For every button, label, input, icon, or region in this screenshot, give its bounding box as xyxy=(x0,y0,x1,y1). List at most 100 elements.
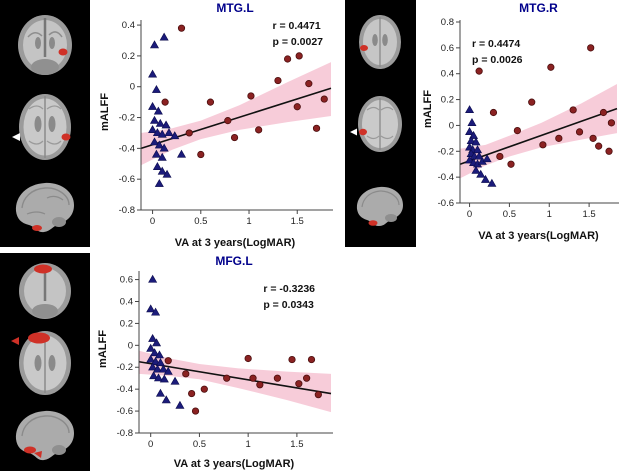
x-tick-label: 1 xyxy=(246,439,251,450)
p-value: p = 0.0026 xyxy=(472,54,523,67)
scatter-point-circle xyxy=(496,152,504,161)
scatter-point-circle xyxy=(547,63,555,71)
scatter-point-circle xyxy=(293,103,301,111)
y-tick-label: 0.4 xyxy=(120,296,133,307)
x-tick-label: 1.5 xyxy=(291,216,304,227)
scatter-point-triangle xyxy=(471,165,481,174)
brain-slice-axial xyxy=(359,15,401,69)
y-tick-label: -0.4 xyxy=(119,143,135,154)
y-tick-label: -0.2 xyxy=(117,362,133,373)
chart-mtg-r: MTG.R r = 0.4474 p = 0.0026 mALFF 0 0.5 1 1… xyxy=(420,0,627,243)
x-tick-label: 0.5 xyxy=(194,216,207,227)
scatter-point-circle xyxy=(230,133,239,142)
r-value: r = 0.4474 xyxy=(472,38,521,50)
y-tick-label: -0.6 xyxy=(119,174,135,185)
scatter-point-triangle xyxy=(480,174,491,183)
scatter-point-triangle xyxy=(157,166,167,175)
scatter-point-triangle xyxy=(152,162,162,170)
scatter-point-circle xyxy=(605,147,613,155)
scatter-point-triangle xyxy=(471,137,481,146)
scatter-point-triangle xyxy=(155,388,165,397)
scatter-point-triangle xyxy=(149,40,160,49)
scatter-point-triangle xyxy=(162,169,172,178)
brain-strip-svg xyxy=(345,0,416,247)
y-tick-label: 0.2 xyxy=(441,95,454,106)
brain-slice-sagittal xyxy=(15,410,74,461)
activation-spot xyxy=(58,48,68,56)
scatter-point-triangle xyxy=(482,154,492,163)
scatter-point-circle xyxy=(206,98,215,106)
scatter-point-circle xyxy=(273,374,281,382)
brain-strip-svg xyxy=(0,0,90,247)
scatter-plot-mtg-r: 0 0.5 1 1.5 -0.6 -0.4 -0.2 0 0.2 0.4 0.6 0.8 xyxy=(438,17,619,220)
chart-title: MTG.R xyxy=(519,1,558,15)
scatter-point-triangle xyxy=(164,128,174,137)
r-value: r = 0.4471 xyxy=(272,20,321,32)
scatter-point-triangle xyxy=(148,274,158,283)
pointer-arrow xyxy=(350,128,357,136)
scatter-point-triangle xyxy=(151,356,161,365)
x-tick-label: 0 xyxy=(148,439,153,450)
scatter-point-circle xyxy=(247,92,255,100)
scatter-point-circle xyxy=(255,126,263,134)
scatter-point-circle xyxy=(177,24,186,32)
pointer-arrow xyxy=(11,337,19,345)
scatter-point-triangle xyxy=(146,354,156,363)
activation-spot xyxy=(28,332,50,344)
activation-spot xyxy=(368,220,378,226)
scatter-point-triangle xyxy=(469,130,479,139)
scatter-point-triangle xyxy=(150,348,160,357)
scatter-point-circle xyxy=(161,98,169,106)
scatter-point-circle xyxy=(595,142,603,150)
scatter-point-triangle xyxy=(151,149,161,158)
scatter-point-triangle xyxy=(149,115,160,124)
scatter-point-triangle xyxy=(149,137,160,146)
scatter-point-triangle xyxy=(153,364,163,373)
x-axis-label: VA at 3 years(LogMAR) xyxy=(173,458,295,470)
scatter-point-triangle xyxy=(151,307,161,316)
y-tick-label: 0 xyxy=(449,120,454,131)
brain-panel-mtg-r xyxy=(345,0,416,247)
scatter-point-triangle xyxy=(467,118,477,126)
scatter-point-circle xyxy=(283,55,292,63)
scatter-point-circle xyxy=(197,150,205,159)
scatter-point-triangle xyxy=(465,127,475,135)
scatter-point-triangle xyxy=(476,169,486,178)
scatter-point-triangle xyxy=(175,400,185,409)
brain-panel-mfg-l xyxy=(0,253,90,471)
scatter-point-circle xyxy=(274,76,282,85)
scatter-point-triangle xyxy=(163,366,173,375)
scatter-point-triangle xyxy=(159,32,169,41)
scatter-point-triangle xyxy=(474,151,484,160)
scatter-point-circle xyxy=(589,134,597,142)
regression-line xyxy=(138,360,332,395)
scatter-point-circle xyxy=(223,374,231,382)
scatter-point-circle xyxy=(539,141,547,149)
scatter-point-circle xyxy=(307,355,316,364)
y-tick-label: 0 xyxy=(130,82,135,93)
y-tick-label: 0.8 xyxy=(441,17,454,28)
scatter-point-triangle xyxy=(176,149,187,158)
scatter-point-circle xyxy=(569,106,577,114)
scatter-point-circle xyxy=(200,385,208,393)
scatter-point-triangle xyxy=(153,373,164,382)
y-tick-label: 0 xyxy=(128,340,133,351)
scatter-point-triangle xyxy=(146,304,156,313)
scatter-point-circle xyxy=(305,80,313,88)
x-tick-label: 0.5 xyxy=(193,439,206,450)
scatter-point-triangle xyxy=(152,128,162,137)
scatter-point-circle xyxy=(314,391,322,399)
scatter-point-circle xyxy=(575,128,584,136)
brain-slice-coronal xyxy=(18,15,72,75)
chart-mfg-l: MFG.L r = -0.3236 p = 0.0343 mALFF 0 0.5 1… xyxy=(95,253,343,471)
x-tick-label: 1.5 xyxy=(582,209,595,220)
scatter-point-circle xyxy=(320,95,328,103)
brain-slice-coronal xyxy=(19,263,71,319)
regression-line xyxy=(459,107,618,165)
y-tick-label: -0.6 xyxy=(117,406,133,417)
scatter-point-triangle xyxy=(157,129,167,138)
y-tick-label: -0.2 xyxy=(119,113,135,124)
chart-title: MTG.L xyxy=(216,1,254,15)
scatter-point-circle xyxy=(182,370,190,378)
